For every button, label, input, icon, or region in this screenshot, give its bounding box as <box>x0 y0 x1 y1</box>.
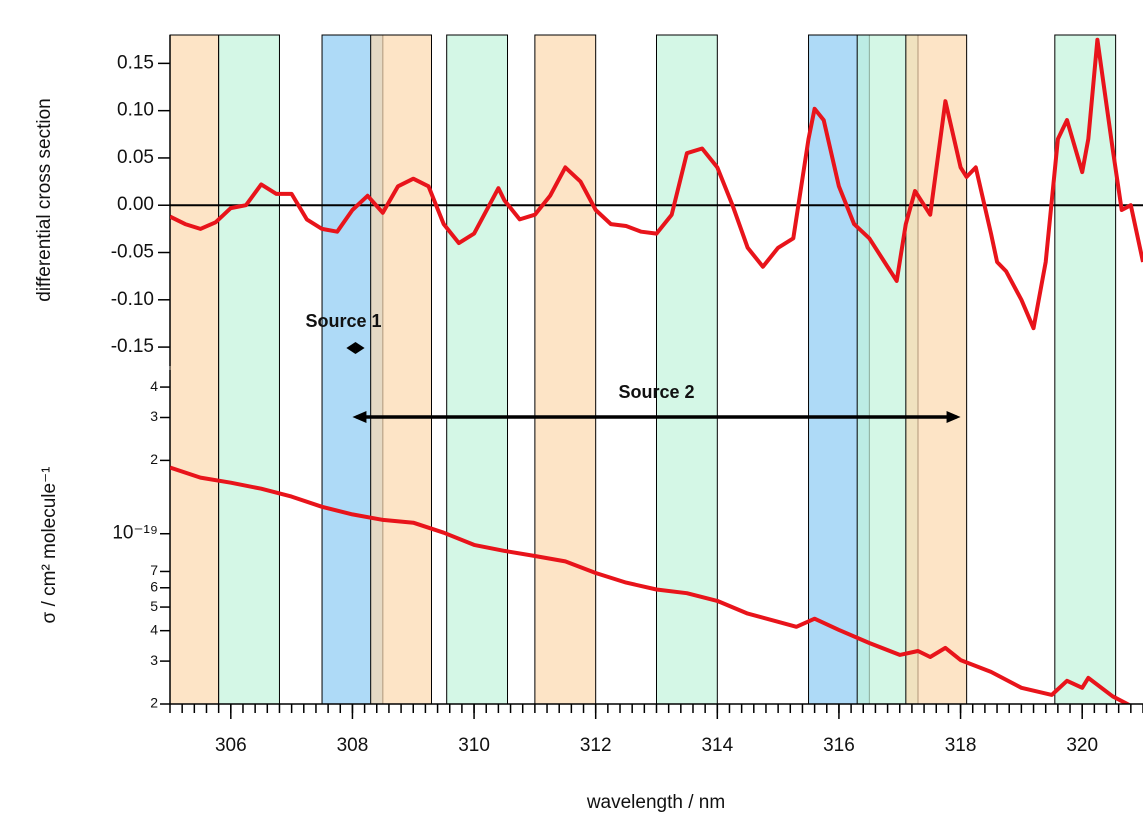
wavelength-band <box>1054 34 1117 705</box>
wavelength-band <box>905 34 968 705</box>
y-tick-label: 4 <box>150 378 158 394</box>
x-tick-label: 320 <box>1066 735 1098 756</box>
wavelength-band <box>656 34 718 705</box>
x-tick-label: 308 <box>337 735 369 756</box>
wavelength-band <box>446 34 509 705</box>
x-tick-label: 312 <box>580 735 612 756</box>
wavelength-band <box>218 34 280 705</box>
y-tick-label: 3 <box>150 652 158 668</box>
arrow-head <box>946 411 961 423</box>
y-axis-title: σ / cm² molecule⁻¹ <box>39 467 60 624</box>
y-tick-label: 7 <box>150 562 158 578</box>
y-tick-label: 0.10 <box>117 100 154 121</box>
range-arrow <box>352 411 961 423</box>
y-tick-label: -0.15 <box>111 336 154 357</box>
annotation-label: Source 1 <box>305 311 381 331</box>
y-tick-label: 2 <box>150 451 158 467</box>
data-line <box>170 37 1143 331</box>
y-tick-label: 4 <box>150 621 158 637</box>
wavelength-band <box>534 34 597 705</box>
y-tick-label: 6 <box>150 578 158 594</box>
x-tick-label: 316 <box>823 735 855 756</box>
y-axis-title: differential cross section <box>34 98 55 301</box>
x-tick-label: 310 <box>458 735 490 756</box>
range-arrow <box>346 342 365 354</box>
y-tick-label: 0.15 <box>117 52 154 73</box>
arrow-head <box>352 411 367 423</box>
wavelength-band <box>370 34 432 705</box>
x-tick-label: 306 <box>215 735 247 756</box>
data-line <box>170 465 1132 704</box>
y-tick-label: 10⁻¹⁹ <box>112 523 158 544</box>
x-tick-label: 314 <box>701 735 733 756</box>
y-tick-label: 0.00 <box>117 194 154 215</box>
x-tick-label: 318 <box>945 735 977 756</box>
y-tick-label: 2 <box>150 695 158 711</box>
y-tick-label: -0.05 <box>111 242 154 263</box>
wavelength-band <box>169 34 220 705</box>
annotation-label: Source 2 <box>618 382 694 402</box>
x-axis-title: wavelength / nm <box>586 792 725 813</box>
y-tick-label: 5 <box>150 598 158 614</box>
y-tick-label: -0.10 <box>111 289 154 310</box>
y-tick-label: 3 <box>150 408 158 424</box>
y-tick-label: 0.05 <box>117 147 154 168</box>
arrow-head <box>346 342 356 354</box>
arrow-head <box>355 342 365 354</box>
